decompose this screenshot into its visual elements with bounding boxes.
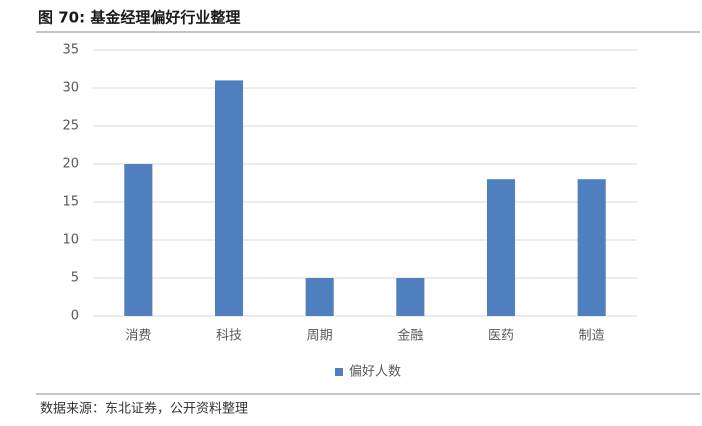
y-tick-label: 0	[71, 309, 79, 324]
y-tick-label: 30	[62, 81, 79, 96]
chart-title: 图 70: 基金经理偏好行业整理	[38, 9, 240, 27]
x-tick-label: 科技	[216, 329, 242, 344]
bar	[305, 278, 334, 316]
y-tick-label: 25	[62, 119, 79, 134]
legend-swatch	[335, 368, 343, 376]
x-tick-label: 金融	[397, 328, 423, 344]
x-tick-label: 周期	[307, 329, 333, 344]
y-tick-label: 35	[62, 43, 79, 58]
y-tick-label: 5	[71, 271, 79, 286]
source: 数据来源：东北证券，公开资料整理	[40, 401, 248, 417]
y-tick-label: 20	[62, 157, 79, 172]
y-tick-label: 15	[62, 195, 79, 210]
x-tick-label: 消费	[125, 329, 151, 344]
x-tick-label: 医药	[488, 329, 514, 344]
bar	[124, 164, 153, 316]
y-tick-label: 10	[62, 233, 79, 248]
bar	[577, 179, 606, 316]
bar	[486, 179, 516, 316]
bar	[214, 80, 244, 317]
bar	[396, 278, 425, 316]
legend-label: 偏好人数	[349, 365, 401, 380]
x-tick-label: 制造	[579, 329, 605, 344]
